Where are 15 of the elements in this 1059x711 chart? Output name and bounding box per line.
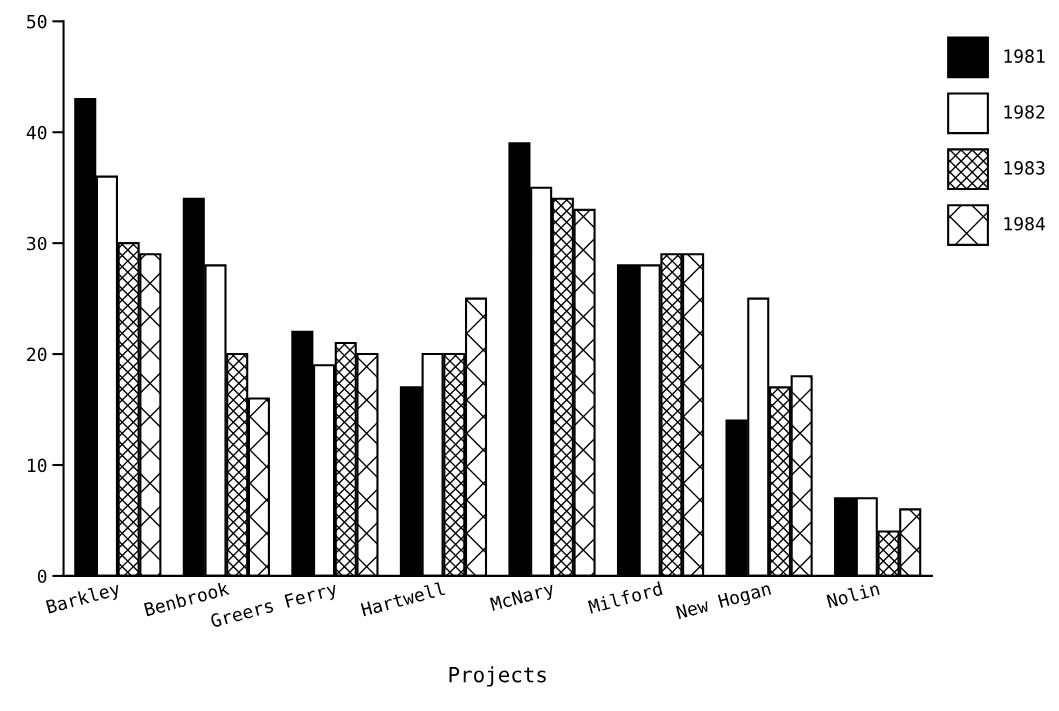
- x-tick-label: McNary: [489, 581, 556, 615]
- legend-label: 1981: [1004, 49, 1045, 63]
- legend-label: 1982: [1004, 105, 1045, 119]
- legend-label: 1983: [1004, 161, 1045, 175]
- x-axis-title: Projects: [449, 666, 546, 687]
- y-tick-label: 40: [26, 125, 47, 140]
- x-tick-label: New Hogan: [675, 581, 773, 623]
- y-tick-label: 30: [27, 236, 47, 251]
- legend-label: 1984: [1004, 216, 1045, 231]
- y-tick-label: 0: [37, 569, 47, 584]
- x-tick-label: Barkley: [45, 580, 122, 618]
- y-tick-label: 10: [28, 458, 47, 473]
- y-tick-label: 50: [27, 14, 47, 29]
- x-tick-label: Nolin: [826, 581, 880, 609]
- y-tick-label: 20: [27, 347, 47, 362]
